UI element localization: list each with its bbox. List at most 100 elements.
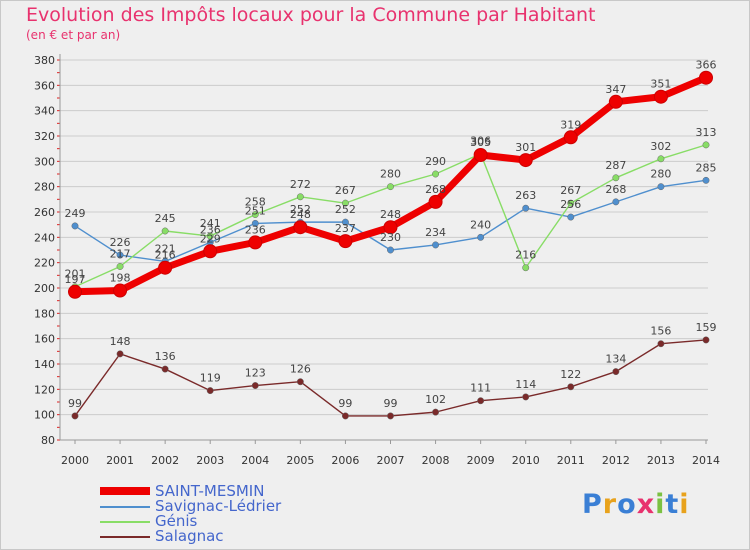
data-label: 301 [515,141,536,154]
data-label: 267 [560,184,581,197]
y-tick-label: 120 [34,383,55,396]
legend-swatch [100,487,150,495]
data-point [203,244,218,259]
data-label: 111 [470,382,491,395]
data-label: 263 [515,189,536,202]
data-label: 226 [110,236,131,249]
data-label: 197 [65,273,86,286]
data-point [432,170,440,178]
series-savignac-l-drier [71,176,710,265]
data-point [296,378,304,386]
data-label: 134 [605,353,626,366]
data-label: 366 [696,59,717,72]
data-point [161,227,169,235]
data-label: 248 [290,208,311,221]
x-tick-label: 2007 [377,454,405,467]
data-point [116,251,124,259]
data-point [338,234,353,249]
data-point [158,260,173,275]
data-label: 126 [290,363,311,376]
x-axis-ticks: 2000 2001 2002 2003 2004 2005 2006 2007 2008 2009… [61,440,720,467]
data-point [657,340,665,348]
x-tick-label: 2012 [602,454,630,467]
data-label: 272 [290,178,311,191]
legend-item[interactable]: Salagnac [98,527,418,545]
y-tick-label: 140 [34,358,55,371]
y-tick-label: 260 [34,206,55,219]
x-tick-label: 2002 [151,454,179,467]
data-point [702,336,710,344]
data-label: 156 [650,325,671,338]
data-point [657,183,665,191]
data-label: 230 [380,231,401,244]
data-label: 267 [335,184,356,197]
chart-subtitle: (en € et par an) [26,28,121,42]
data-point [473,148,488,162]
data-point [657,155,665,163]
legend-item[interactable]: Savignac-Lédrier [98,497,418,515]
legend-label: Salagnac [155,527,224,545]
data-label: 268 [605,183,626,196]
data-label: 305 [470,136,491,149]
data-point [161,365,169,373]
data-point [567,199,575,207]
y-axis-ticks: 80 100 120 140 160 180 200 220 240 260 280 300 320 34… [34,54,55,447]
legend-swatch [100,521,150,523]
data-point [113,283,128,298]
data-label: 122 [560,368,581,381]
y-tick-label: 240 [34,231,55,244]
legend-item[interactable]: SAINT-MESMIN [98,482,418,500]
data-point [432,241,440,249]
grid-lines [60,59,708,441]
data-point [116,350,124,358]
y-tick-label: 280 [34,181,55,194]
x-tick-label: 2005 [286,454,314,467]
data-label: 237 [335,222,356,235]
y-tick-label: 360 [34,79,55,92]
data-point [383,220,398,235]
data-point [341,412,349,420]
data-point [296,193,304,201]
data-label: 319 [560,118,581,131]
data-label: 290 [425,155,446,168]
y-tick-label: 220 [34,257,55,270]
data-label: 123 [245,367,266,380]
data-label: 251 [245,204,266,217]
series-salagnac [71,336,710,420]
legend: SAINT-MESMIN Savignac-Lédrier Génis Sala… [98,482,418,545]
data-point [477,397,485,405]
data-point [428,194,443,209]
x-tick-label: 2003 [196,454,224,467]
x-tick-label: 2010 [512,454,540,467]
data-label: 99 [384,397,398,410]
data-label: 216 [515,249,536,262]
data-point [387,246,394,254]
data-label: 236 [245,223,266,236]
x-tick-label: 2009 [467,454,495,467]
data-label: 248 [380,208,401,221]
data-label: 217 [110,247,131,260]
data-point [387,412,394,420]
legend-label: Savignac-Lédrier [155,497,282,515]
data-label: 241 [200,217,221,230]
legend-label: SAINT-MESMIN [155,482,265,500]
chart-title: Evolution des Impôts locaux pour la Comm… [26,4,596,26]
data-point [567,213,575,221]
data-label: 306 [470,135,491,148]
data-label: 252 [335,203,356,216]
data-point [518,153,533,168]
data-label: 280 [650,168,671,181]
legend-item[interactable]: Génis [98,512,418,530]
data-label: 280 [380,168,401,181]
x-tick-label: 2006 [331,454,359,467]
data-label: 245 [155,212,176,225]
y-tick-label: 200 [34,282,55,295]
data-point [612,368,620,376]
data-point [522,393,530,401]
data-point [248,235,263,250]
data-label: 148 [110,335,131,348]
data-point [477,233,485,241]
x-tick-label: 2013 [647,454,675,467]
